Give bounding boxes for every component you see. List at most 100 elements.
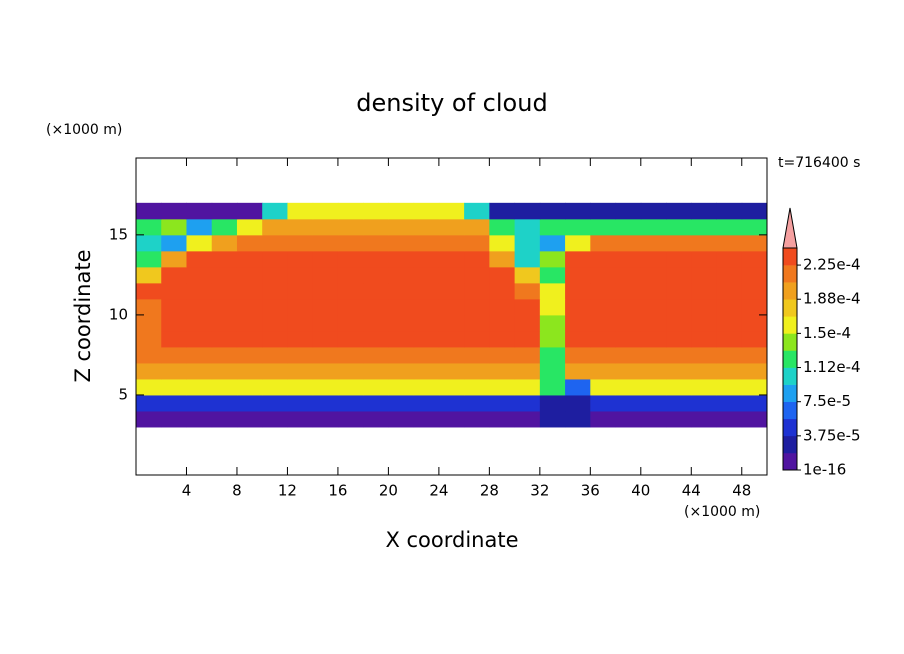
contour-cell: [236, 362, 263, 380]
contour-cell: [666, 202, 692, 220]
contour-cell: [236, 314, 263, 332]
x-tick-label: 16: [328, 482, 347, 500]
colorbar-bin: [783, 316, 797, 334]
colorbar-tick-label: 2.25e-4: [803, 256, 861, 274]
contour-cell: [565, 314, 591, 332]
contour-cell: [211, 346, 238, 364]
contour-cell: [236, 410, 263, 428]
contour-cell: [337, 298, 364, 316]
contour-cell: [666, 218, 692, 236]
contour-cell: [136, 250, 162, 268]
contour-cell: [514, 362, 541, 380]
contour-cell: [565, 202, 591, 220]
contour-cell: [716, 378, 743, 396]
contour-cell: [438, 362, 465, 380]
colorbar-tick-label: 3.75e-5: [803, 426, 861, 444]
contour-cell: [489, 410, 516, 428]
contour-cell: [186, 298, 213, 316]
contour-cell: [413, 234, 440, 252]
contour-cell: [413, 346, 440, 364]
contour-cell: [691, 330, 718, 348]
contour-cell: [514, 410, 541, 428]
contour-cell: [590, 346, 617, 364]
contour-cell: [312, 218, 339, 236]
contour-cell: [337, 346, 364, 364]
contour-cell: [161, 250, 187, 268]
contour-cell: [514, 394, 541, 412]
contour-cell: [615, 218, 642, 236]
contour-cell: [262, 282, 288, 300]
contour-cell: [363, 218, 389, 236]
contour-cell: [691, 250, 718, 268]
contour-cell: [287, 346, 314, 364]
contour-cell: [186, 250, 213, 268]
contour-cell: [312, 298, 339, 316]
contour-cell: [312, 234, 339, 252]
contour-cell: [161, 330, 187, 348]
colorbar-bin: [783, 265, 797, 283]
contour-cell: [363, 282, 389, 300]
contour-cell: [615, 298, 642, 316]
colorbar-bin: [783, 435, 797, 454]
contour-cell: [590, 282, 617, 300]
contour-cell: [438, 282, 465, 300]
colorbar-bin: [783, 282, 797, 300]
contour-cell: [489, 266, 516, 284]
contour-cell: [388, 378, 415, 396]
contour-cell: [413, 362, 440, 380]
contour-cell: [691, 362, 718, 380]
contour-cell: [388, 282, 415, 300]
contour-cell: [640, 394, 667, 412]
contour-cell: [464, 298, 490, 316]
contour-cell: [287, 378, 314, 396]
contour-cell: [741, 282, 768, 300]
contour-cell: [691, 394, 718, 412]
contour-cell: [590, 314, 617, 332]
contour-cell: [363, 250, 389, 268]
contour-cell: [539, 298, 566, 316]
contour-cell: [236, 218, 263, 236]
contour-cell: [539, 314, 566, 332]
colorbar-frame: [782, 247, 798, 471]
contour-cell: [438, 378, 465, 396]
contour-cell: [136, 394, 162, 412]
contour-cell: [136, 266, 162, 284]
colorbar-bin: [783, 248, 797, 266]
contour-cell: [312, 410, 339, 428]
y-tick-label: 5: [118, 385, 128, 403]
contour-cell: [312, 314, 339, 332]
contour-cell: [186, 362, 213, 380]
contour-cell: [716, 234, 743, 252]
contour-cell: [615, 330, 642, 348]
contour-cell: [691, 314, 718, 332]
contour-cell: [236, 250, 263, 268]
contour-cell: [716, 282, 743, 300]
contour-cell: [186, 266, 213, 284]
contour-cell: [741, 362, 768, 380]
contour-cell: [388, 266, 415, 284]
contour-cell: [640, 410, 667, 428]
contour-cell: [716, 410, 743, 428]
contour-cell: [388, 394, 415, 412]
contour-cell: [161, 394, 187, 412]
contour-cell: [262, 362, 288, 380]
contour-cell: [186, 218, 213, 236]
x-tick-label: 28: [480, 482, 499, 500]
contour-cell: [716, 362, 743, 380]
contour-cell: [388, 362, 415, 380]
contour-cell: [186, 330, 213, 348]
contour-cell: [741, 202, 768, 220]
contour-cell: [262, 330, 288, 348]
contour-cell: [413, 266, 440, 284]
contour-cell: [489, 234, 516, 252]
contour-cell: [438, 266, 465, 284]
contour-cell: [363, 314, 389, 332]
contour-cell: [262, 218, 288, 236]
contour-cell: [666, 266, 692, 284]
contour-cell: [262, 410, 288, 428]
contour-cell: [136, 202, 162, 220]
y-unit: (×1000 m): [46, 122, 122, 138]
contour-cell: [464, 394, 490, 412]
contour-cell: [539, 282, 566, 300]
contour-cell: [489, 202, 516, 220]
